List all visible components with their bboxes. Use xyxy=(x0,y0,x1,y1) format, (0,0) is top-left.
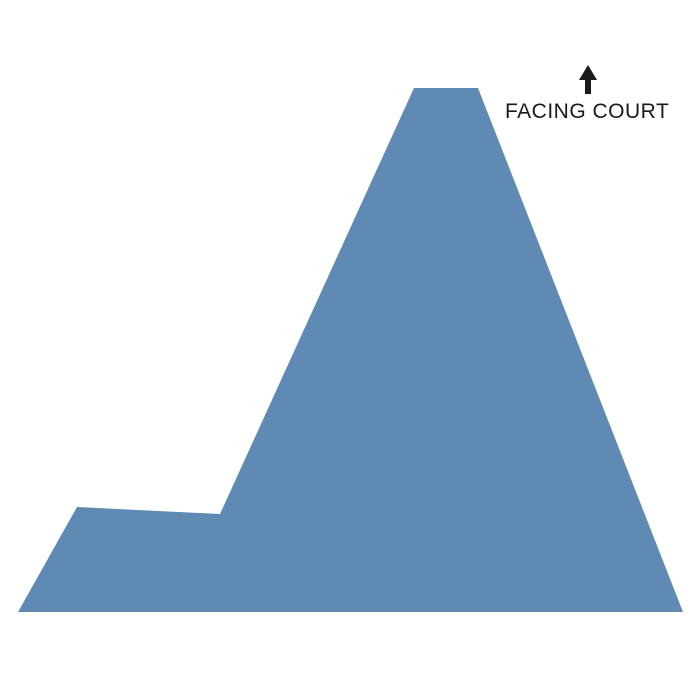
facing-court-label: FACING COURT xyxy=(505,100,670,123)
seating-section-shape[interactable] xyxy=(18,88,683,612)
arrow-up-icon xyxy=(579,65,597,94)
